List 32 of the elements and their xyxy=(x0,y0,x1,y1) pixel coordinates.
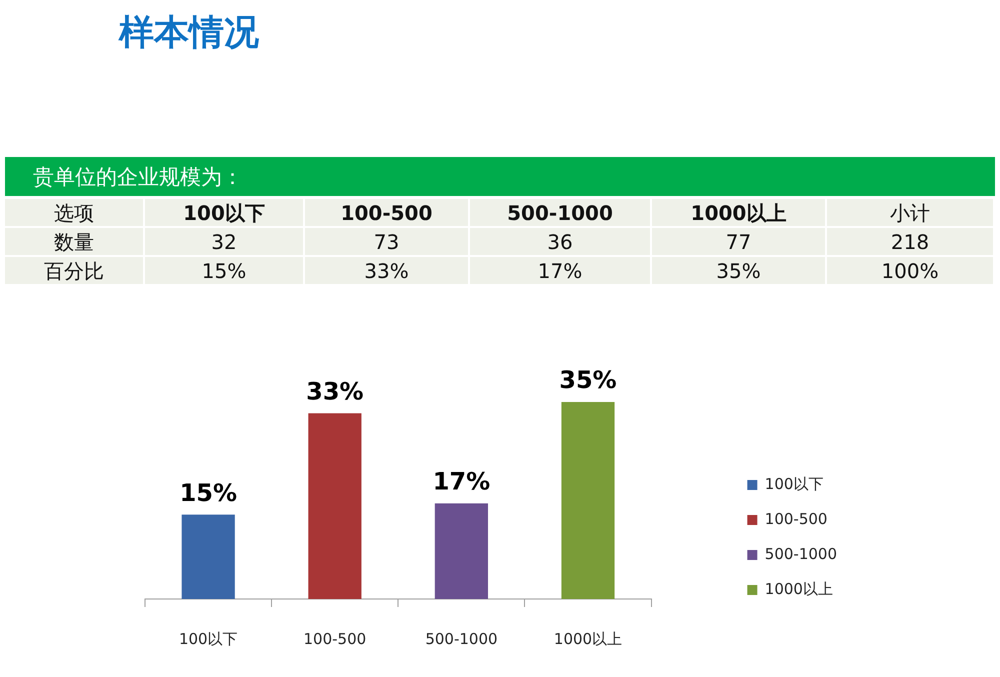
legend-label: 500-1000 xyxy=(764,544,837,563)
text: 218 xyxy=(890,230,930,254)
text: 32 xyxy=(211,230,237,254)
text: 贵单位的企业规模为： xyxy=(33,164,243,190)
text: 73 xyxy=(374,230,400,254)
legend-label: 1000以上 xyxy=(764,580,833,598)
text: 百分比 xyxy=(44,258,104,282)
text: 选项 xyxy=(54,200,94,224)
text: 100以下 xyxy=(183,200,265,224)
x-tick-label: 100-500 xyxy=(304,630,366,648)
text: 35% xyxy=(716,258,761,282)
data-label: 35% xyxy=(559,366,617,394)
data-label: 33% xyxy=(306,377,364,406)
text: 15% xyxy=(202,258,246,282)
data-label: 17% xyxy=(432,468,490,496)
data-label: 15% xyxy=(180,478,238,507)
legend-label: 100-500 xyxy=(764,510,828,528)
x-tick-label: 500-1000 xyxy=(425,630,498,648)
text: 样本情况 xyxy=(119,12,259,55)
text: 36 xyxy=(547,230,573,254)
text: 1000以上 xyxy=(690,200,786,224)
x-tick-label: 1000以上 xyxy=(554,630,622,648)
text: 小计 xyxy=(890,200,930,224)
x-tick-label: 100以下 xyxy=(178,630,238,648)
text: 100% xyxy=(881,258,939,282)
text: 33% xyxy=(364,258,409,282)
text: 500-1000 xyxy=(507,200,613,224)
text: 100-500 xyxy=(340,200,432,224)
text: 数量 xyxy=(54,230,94,254)
legend-label: 100以下 xyxy=(764,474,824,493)
text: 17% xyxy=(538,258,582,282)
text: 77 xyxy=(726,230,752,254)
